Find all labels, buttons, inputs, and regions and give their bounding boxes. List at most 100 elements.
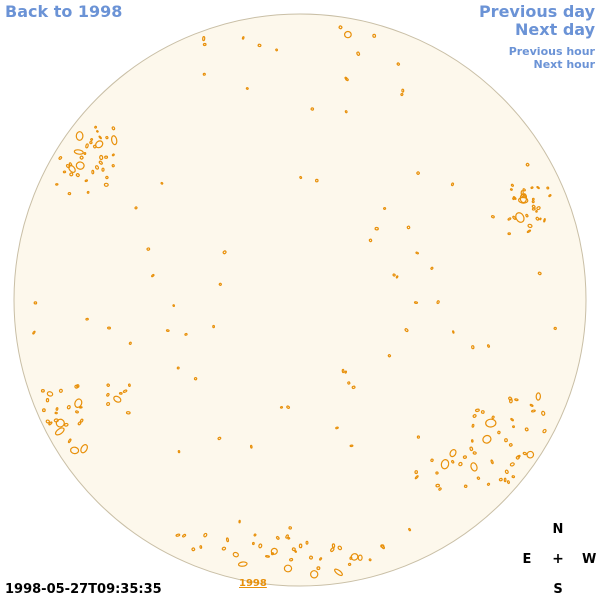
contour-blob (69, 172, 74, 177)
contour-blob (127, 383, 131, 387)
year-link[interactable]: 1998 (239, 578, 267, 589)
contour-blob (151, 273, 155, 278)
contour-blob (177, 450, 181, 454)
contour-blob (73, 149, 84, 155)
compass-east-label: E (522, 552, 532, 567)
compass-center-icon: + (552, 551, 564, 567)
contour-blob (449, 449, 457, 458)
contour-blob (92, 144, 97, 149)
contour-blob (351, 385, 356, 390)
contour-blob (504, 438, 508, 443)
contour-blob (344, 110, 348, 114)
contour-blob (193, 377, 198, 381)
contour-blob (67, 438, 72, 444)
contour-blob (414, 470, 419, 475)
contour-blob (470, 462, 478, 472)
contour-blob (486, 482, 491, 486)
contour-blob (98, 160, 103, 165)
contour-blob (471, 345, 475, 350)
contour-blob (101, 167, 105, 172)
contour-blob (482, 434, 492, 444)
contour-blob (41, 408, 46, 413)
solar-disk (13, 13, 587, 587)
contour-blob (74, 398, 83, 408)
contour-blob (165, 329, 170, 333)
contour-blob (85, 143, 89, 149)
contour-blob (535, 210, 538, 213)
contour-blob (435, 471, 439, 475)
contour-blob (202, 42, 207, 47)
contour-blob (507, 217, 512, 221)
contour-blob (416, 435, 421, 439)
contour-blob (337, 545, 343, 551)
contour-blob (404, 328, 409, 333)
contour-blob (54, 427, 65, 436)
contour-blob (222, 250, 227, 255)
contour-blob (89, 140, 93, 145)
contour-blob (344, 30, 352, 39)
contour-blob (286, 405, 290, 409)
contour-blob (94, 165, 100, 170)
contour-blob (199, 545, 203, 549)
contour-blob (83, 152, 87, 155)
contour-blob (349, 556, 353, 560)
contour-blob (128, 341, 132, 345)
contour-blob (470, 439, 474, 443)
contour-blob (68, 162, 73, 167)
contour-blob (524, 427, 529, 432)
contour-blob (113, 395, 122, 403)
contour-blob (298, 543, 303, 549)
contour-blob (104, 155, 109, 159)
contour-blob (527, 223, 533, 229)
contour-blob (309, 555, 314, 560)
contour-blob (225, 537, 230, 543)
contour-blob (450, 182, 455, 187)
previous-day-link[interactable]: Previous day (478, 2, 595, 21)
contour-blob (512, 196, 517, 200)
contour-blob (504, 469, 509, 475)
contour-blob (105, 135, 109, 140)
next-hour-link[interactable]: Next hour (533, 58, 596, 71)
contour-blob (270, 547, 278, 555)
contour-blob (54, 411, 58, 415)
contour-blob (463, 484, 468, 489)
contour-blob (237, 561, 248, 567)
contour-blob (99, 154, 104, 161)
contour-blob (160, 181, 164, 185)
next-day-link[interactable]: Next day (515, 20, 595, 39)
contour-blob (535, 216, 540, 221)
contour-blob (335, 426, 339, 430)
previous-hour-link[interactable]: Previous hour (508, 45, 595, 58)
back-to-year-link[interactable]: Back to 1998 (5, 2, 123, 21)
contour-blob (184, 332, 188, 336)
contour-blob (543, 218, 546, 223)
contour-blob (526, 450, 535, 459)
contour-blob (275, 48, 279, 52)
contour-blob (525, 162, 530, 167)
contour-blob (94, 125, 98, 129)
contour-blob (530, 186, 534, 190)
contour-blob (75, 161, 85, 170)
contour-blob (241, 36, 245, 40)
contour-blob (508, 443, 513, 447)
contour-blob (347, 381, 351, 385)
contour-blob (503, 477, 507, 483)
contour-blob (510, 183, 514, 187)
contour-blob (70, 446, 80, 455)
contour-blob (458, 461, 463, 467)
contour-blob (299, 175, 303, 180)
contour-blob (305, 540, 309, 545)
contour-blob (498, 477, 503, 482)
contour-blob (253, 533, 257, 537)
contour-blob (310, 107, 315, 111)
contour-blob (539, 217, 542, 221)
contour-blob (522, 451, 527, 456)
contour-blob (309, 570, 319, 579)
contour-blob (182, 533, 187, 538)
contour-blob (68, 164, 76, 173)
contour-blob (319, 557, 323, 561)
contour-blob (275, 535, 280, 540)
contour-blob (74, 384, 79, 389)
contour-blob (440, 459, 450, 470)
contour-blob (471, 423, 475, 428)
